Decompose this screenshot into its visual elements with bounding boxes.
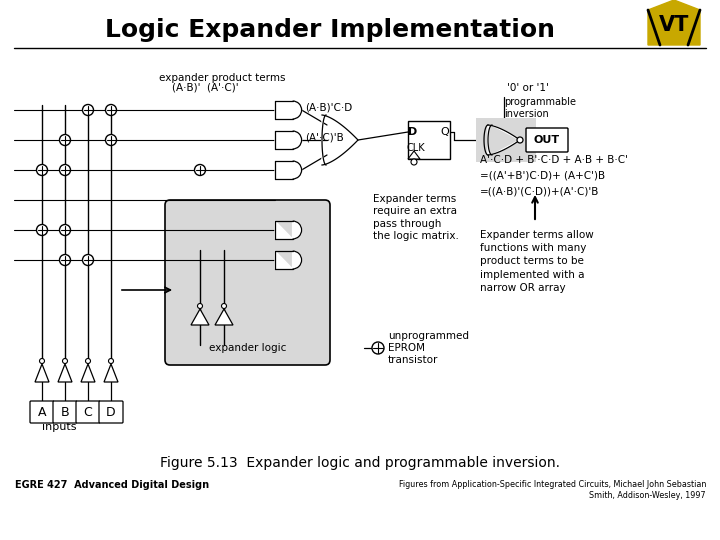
Circle shape: [109, 359, 114, 363]
Text: VT: VT: [659, 15, 689, 35]
Text: expander product terms: expander product terms: [158, 73, 285, 83]
Text: programmable
inversion: programmable inversion: [504, 97, 576, 119]
Text: Figures from Application-Specific Integrated Circuits, Michael John Sebastian
Sm: Figures from Application-Specific Integr…: [399, 480, 706, 500]
Polygon shape: [275, 221, 302, 239]
Text: expander logic: expander logic: [209, 343, 286, 353]
Circle shape: [60, 134, 71, 145]
FancyBboxPatch shape: [165, 200, 330, 365]
Circle shape: [372, 342, 384, 354]
Text: EGRE 427  Advanced Digital Design: EGRE 427 Advanced Digital Design: [15, 480, 209, 490]
Text: '0' or '1': '0' or '1': [508, 83, 549, 93]
FancyBboxPatch shape: [76, 401, 100, 423]
Circle shape: [517, 137, 523, 143]
Polygon shape: [215, 309, 233, 325]
Circle shape: [40, 359, 45, 363]
Text: (A·B)'  (A'·C)': (A·B)' (A'·C)': [171, 83, 238, 93]
Circle shape: [63, 359, 68, 363]
Circle shape: [86, 359, 91, 363]
Text: unprogrammed
EPROM
transistor: unprogrammed EPROM transistor: [388, 330, 469, 366]
Text: A: A: [37, 406, 46, 419]
Text: A'·C·D + B'·C·D + A·B + B·C': A'·C·D + B'·C·D + A·B + B·C': [480, 155, 628, 165]
Polygon shape: [275, 101, 302, 119]
Polygon shape: [488, 125, 520, 155]
FancyBboxPatch shape: [30, 401, 54, 423]
FancyBboxPatch shape: [526, 128, 568, 152]
Text: Logic Expander Implementation: Logic Expander Implementation: [105, 18, 555, 42]
Text: Expander terms allow
functions with many
product terms to be
implemented with a
: Expander terms allow functions with many…: [480, 230, 594, 293]
Polygon shape: [104, 364, 118, 382]
Polygon shape: [322, 115, 358, 165]
Text: Q: Q: [441, 127, 449, 137]
Text: Expander terms
require an extra
pass through
the logic matrix.: Expander terms require an extra pass thr…: [373, 194, 459, 241]
Polygon shape: [35, 364, 49, 382]
Polygon shape: [191, 309, 209, 325]
Text: (A·B)'C·D: (A·B)'C·D: [305, 103, 353, 113]
Circle shape: [83, 254, 94, 266]
Text: B: B: [60, 406, 69, 419]
Polygon shape: [408, 151, 420, 159]
Circle shape: [60, 254, 71, 266]
Circle shape: [83, 105, 94, 116]
Text: C: C: [84, 406, 92, 419]
FancyBboxPatch shape: [476, 118, 536, 162]
Text: (A'·C)'B: (A'·C)'B: [305, 133, 344, 143]
Text: inputs: inputs: [42, 422, 76, 432]
Circle shape: [106, 105, 117, 116]
Text: Figure 5.13  Expander logic and programmable inversion.: Figure 5.13 Expander logic and programma…: [160, 456, 560, 470]
Circle shape: [194, 165, 205, 176]
Polygon shape: [275, 161, 302, 179]
Circle shape: [60, 225, 71, 235]
Circle shape: [411, 159, 417, 165]
Text: D: D: [408, 127, 418, 137]
Circle shape: [37, 225, 48, 235]
Circle shape: [37, 165, 48, 176]
Text: OUT: OUT: [534, 135, 560, 145]
Circle shape: [60, 165, 71, 176]
Text: D: D: [106, 406, 116, 419]
Circle shape: [197, 303, 202, 308]
Polygon shape: [275, 131, 302, 149]
FancyBboxPatch shape: [99, 401, 123, 423]
FancyBboxPatch shape: [53, 401, 77, 423]
Polygon shape: [648, 0, 700, 45]
Polygon shape: [81, 364, 95, 382]
Text: =((A·B)'(C·D))+(A'·C)'B: =((A·B)'(C·D))+(A'·C)'B: [480, 187, 599, 197]
Text: =((A'+B')C·D)+ (A+C')B: =((A'+B')C·D)+ (A+C')B: [480, 171, 605, 181]
FancyBboxPatch shape: [408, 121, 450, 159]
Circle shape: [222, 303, 227, 308]
Text: CLK: CLK: [407, 143, 426, 153]
Circle shape: [106, 134, 117, 145]
Polygon shape: [58, 364, 72, 382]
Polygon shape: [275, 251, 302, 269]
